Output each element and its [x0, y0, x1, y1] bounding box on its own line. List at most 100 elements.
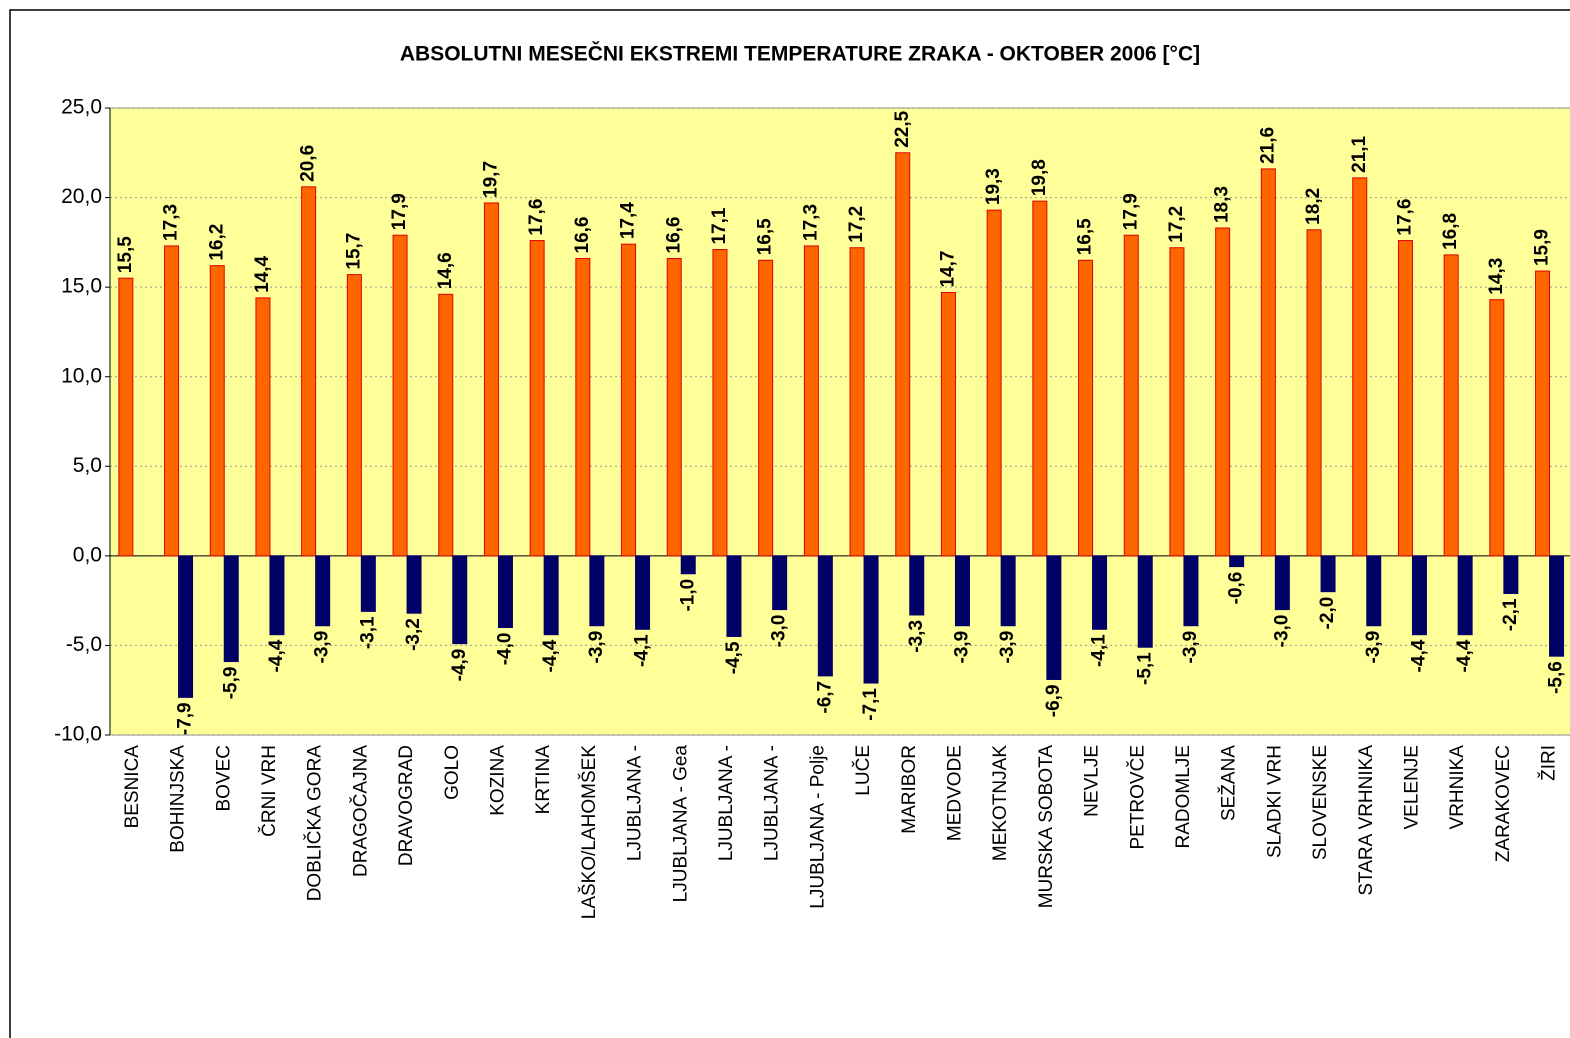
data-label: -3,2	[403, 618, 424, 651]
data-label: 19,7	[480, 161, 501, 198]
bar	[712, 249, 728, 557]
bar	[315, 555, 331, 627]
data-label: 16,8	[1440, 213, 1461, 250]
bar	[1411, 555, 1427, 636]
x-tick-label: GOLO	[442, 745, 463, 800]
x-tick-label: MARIBOR	[899, 745, 920, 834]
bar	[1366, 555, 1382, 627]
data-label: -5,1	[1134, 652, 1155, 685]
data-label: 16,6	[663, 216, 684, 253]
bar	[863, 555, 879, 684]
data-label: 16,5	[755, 218, 776, 255]
bar	[1000, 555, 1016, 627]
bar	[301, 186, 317, 557]
data-label: -3,9	[997, 631, 1018, 664]
x-tick-label: SEŽANA	[1218, 745, 1240, 821]
x-tick-label: LUČE	[852, 745, 874, 796]
bar	[1489, 299, 1505, 557]
data-label: -3,9	[951, 631, 972, 664]
bar	[1032, 200, 1048, 557]
x-tick-label: NEVLJE	[1082, 745, 1103, 817]
bar	[1123, 234, 1139, 557]
bar	[1320, 555, 1336, 593]
bar	[497, 555, 513, 629]
x-tick-label: VRHNIKA	[1447, 745, 1468, 830]
data-label: 17,4	[618, 202, 639, 239]
x-tick-label: ZARAKOVEC	[1493, 745, 1514, 862]
data-label: -4,4	[1408, 639, 1429, 672]
data-label: 16,6	[572, 216, 593, 253]
bar	[895, 152, 911, 557]
x-tick-label: LJUBLJANA -	[625, 745, 646, 861]
data-label: 14,3	[1486, 258, 1507, 295]
data-label: 17,6	[526, 199, 547, 236]
bar	[849, 247, 865, 557]
x-tick-label: MEKOTNJAK	[990, 745, 1011, 861]
bar	[940, 292, 956, 557]
x-tick-label: STARA VRHNIKA	[1356, 745, 1377, 896]
x-tick-label: ŽIRI	[1538, 745, 1560, 781]
x-tick-label: MEDVODE	[944, 745, 965, 841]
data-label: 17,2	[846, 206, 867, 243]
x-tick-label: SLADKI VRH	[1264, 745, 1285, 858]
data-label: 14,4	[252, 255, 273, 292]
x-tick-label: BOVEC	[213, 745, 234, 812]
data-label: -3,9	[312, 631, 333, 664]
bar	[1092, 555, 1108, 630]
data-label: -5,6	[1546, 661, 1567, 694]
bar	[1078, 259, 1094, 557]
data-label: 18,3	[1212, 186, 1233, 223]
y-tick-label: -5,0	[66, 633, 102, 656]
data-label: 17,3	[161, 204, 182, 241]
bar	[1137, 555, 1153, 648]
bar	[178, 555, 194, 698]
data-label: -3,9	[586, 631, 607, 664]
data-label: -4,0	[494, 633, 515, 666]
bar	[621, 243, 637, 557]
data-label: -4,9	[449, 649, 470, 682]
data-label: -6,9	[1043, 684, 1064, 717]
data-label: 21,6	[1257, 127, 1278, 164]
data-label: -3,1	[357, 616, 378, 649]
data-label: -3,9	[1363, 631, 1384, 664]
data-label: 16,5	[1075, 218, 1096, 255]
bar	[680, 555, 696, 575]
bar	[954, 555, 970, 627]
data-label: -5,9	[220, 667, 241, 700]
bar	[1046, 555, 1062, 680]
x-tick-label: DOBLIČKA GORA	[304, 745, 326, 902]
bar	[118, 277, 134, 557]
data-label: -3,3	[906, 620, 927, 653]
bar	[666, 257, 682, 557]
data-label: 18,2	[1303, 188, 1324, 225]
bar	[1306, 229, 1322, 557]
bar	[1352, 177, 1368, 557]
data-label: -7,1	[860, 688, 881, 721]
data-label: 14,7	[937, 251, 958, 288]
bar	[803, 245, 819, 557]
x-tick-label: LJUBLJANA - Gea	[670, 745, 691, 903]
data-label: -3,9	[1180, 631, 1201, 664]
data-label: 15,5	[115, 236, 136, 273]
bar	[438, 293, 454, 557]
data-label: -7,9	[175, 702, 196, 735]
bar	[543, 555, 559, 636]
data-label: -4,4	[540, 639, 561, 672]
x-tick-label: BOHINJSKA	[168, 745, 189, 853]
x-tick-label: LJUBLJANA -	[762, 745, 783, 861]
bar	[986, 209, 1002, 557]
data-label: 15,7	[343, 233, 364, 270]
x-tick-label: LAŠKO/LAHOMŠEK	[578, 745, 600, 920]
data-label: -3,0	[769, 615, 790, 648]
data-label: -2,0	[1317, 597, 1338, 630]
bar	[269, 555, 285, 636]
bar	[1503, 555, 1519, 594]
bar	[726, 555, 742, 637]
bar	[575, 257, 591, 557]
data-label: -4,4	[1454, 639, 1475, 672]
bar	[483, 202, 499, 557]
bar	[1274, 555, 1290, 611]
x-tick-label: BESNICA	[122, 745, 143, 829]
x-tick-label: DRAVOGRAD	[396, 745, 417, 866]
bar	[406, 555, 422, 614]
